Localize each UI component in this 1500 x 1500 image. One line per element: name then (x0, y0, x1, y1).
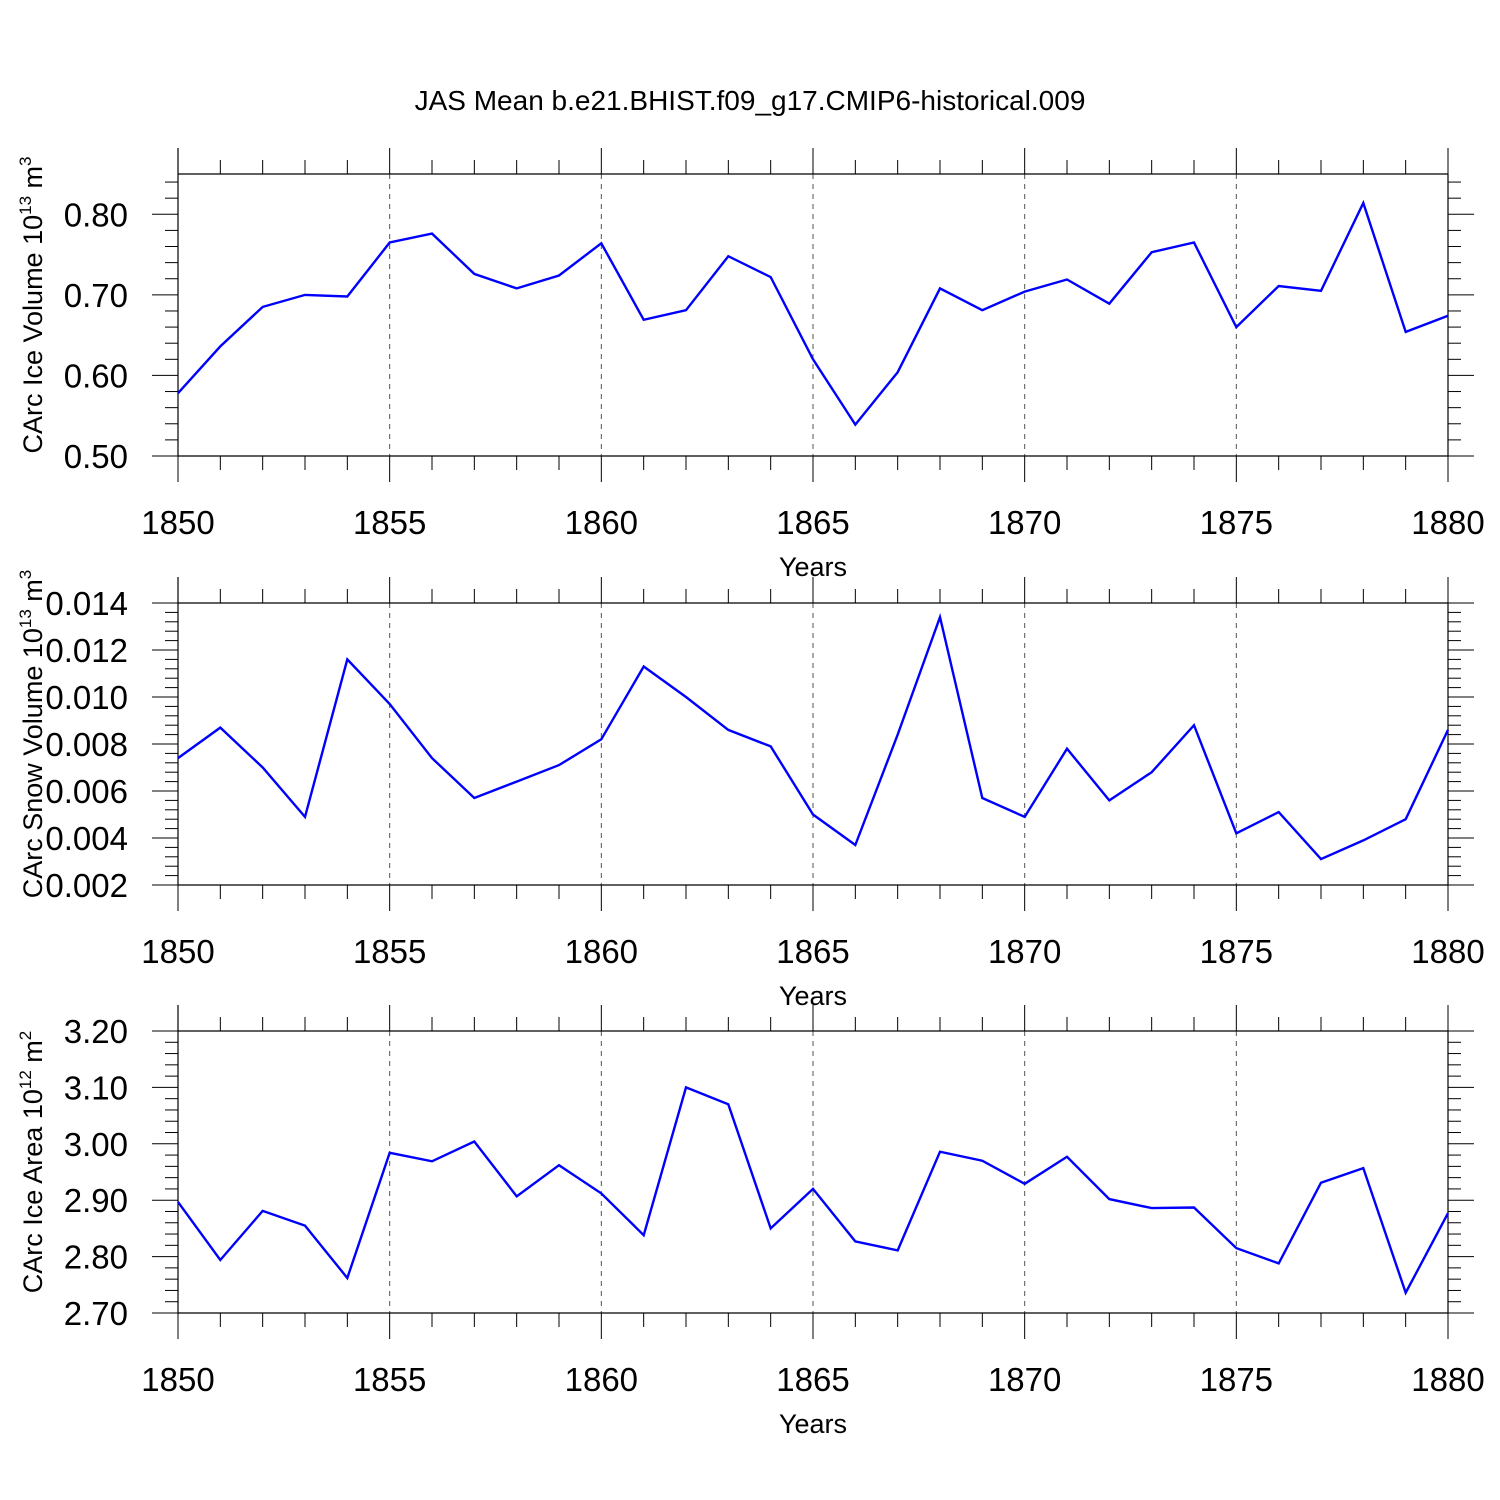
x-tick-label: 1850 (141, 504, 214, 541)
y-axis-label-text: m (18, 579, 48, 609)
chart-panel-1: 0.50 0.60 0.70 0.80 1850 1855 1860 1865 1870 1875… (16, 148, 1485, 582)
x-tick-label: 1850 (141, 933, 214, 970)
y-tick-label: 0.60 (64, 357, 128, 394)
x-tick-label: 1875 (1200, 504, 1273, 541)
y-tick-label: 2.90 (64, 1182, 128, 1219)
y-axis-label-superscript: 2 (16, 1031, 35, 1040)
y-tick-label: 0.004 (45, 820, 128, 857)
y-tick-label: 2.70 (64, 1295, 128, 1332)
y-axis-label-text: m (18, 1040, 48, 1070)
y-axis-label-text: CArc Ice Volume 10 (18, 215, 48, 454)
y-axis-label-superscript: 13 (16, 609, 35, 628)
x-tick-label: 1860 (565, 1361, 638, 1398)
y-tick-label: 0.50 (64, 438, 128, 475)
x-tick-label: 1870 (988, 1361, 1061, 1398)
y-axis-label-superscript: 3 (16, 570, 35, 579)
y-tick-label: 3.00 (64, 1126, 128, 1163)
y-tick-label: 0.010 (45, 679, 128, 716)
chart-panel-2: 0.002 0.004 0.006 0.008 0.010 0.012 0.014 1850 1… (16, 570, 1485, 1011)
x-tick-label: 1855 (353, 1361, 426, 1398)
x-tick-label: 1850 (141, 1361, 214, 1398)
series-line (177, 612, 1450, 861)
x-tick-label: 1860 (565, 933, 638, 970)
x-tick-label: 1855 (353, 933, 426, 970)
y-axis-label: CArc Ice Volume 1013 m3 (16, 156, 48, 453)
y-axis-label-superscript: 12 (16, 1070, 35, 1089)
y-tick-label: 0.80 (64, 196, 128, 233)
y-axis-label: CArc Ice Area 1012 m2 (16, 1031, 48, 1294)
y-axis-label-text: CArc Snow Volume 10 (18, 628, 48, 898)
y-tick-label: 0.002 (45, 867, 128, 904)
y-tick-label: 0.008 (45, 726, 128, 763)
series-line (177, 199, 1449, 427)
panels: 0.50 0.60 0.70 0.80 1850 1855 1860 1865 1870 1875… (16, 148, 1485, 1439)
y-tick-label: 3.20 (64, 1013, 128, 1050)
x-axis-label: Years (779, 1409, 847, 1439)
y-axis-label-superscript: 3 (16, 156, 35, 165)
x-tick-label: 1875 (1200, 1361, 1273, 1398)
x-tick-label: 1870 (988, 504, 1061, 541)
y-tick-label: 0.006 (45, 773, 128, 810)
y-tick-label: 3.10 (64, 1069, 128, 1106)
x-tick-label: 1880 (1411, 504, 1484, 541)
x-tick-label: 1855 (353, 504, 426, 541)
y-tick-label: 2.80 (64, 1239, 128, 1276)
x-tick-label: 1865 (776, 504, 849, 541)
y-axis-label: CArc Snow Volume 1013 m3 (16, 570, 48, 899)
y-axis-label-text: CArc Ice Area 10 (18, 1089, 48, 1293)
y-tick-label: 0.014 (45, 585, 128, 622)
figure-title: JAS Mean b.e21.BHIST.f09_g17.CMIP6-histo… (415, 85, 1086, 116)
series-line (177, 1085, 1450, 1296)
y-tick-label: 0.70 (64, 277, 128, 314)
chart-panel-3: 2.70 2.80 2.90 3.00 3.10 3.20 1850 1855 1860 1865… (16, 1005, 1485, 1439)
y-axis-label-superscript: 13 (16, 196, 35, 215)
y-tick-label: 0.012 (45, 632, 128, 669)
x-tick-label: 1875 (1200, 933, 1273, 970)
x-tick-label: 1880 (1411, 1361, 1484, 1398)
x-tick-label: 1880 (1411, 933, 1484, 970)
x-tick-label: 1860 (565, 504, 638, 541)
x-tick-label: 1865 (776, 933, 849, 970)
x-tick-label: 1865 (776, 1361, 849, 1398)
y-axis-label-text: m (18, 166, 48, 196)
x-tick-label: 1870 (988, 933, 1061, 970)
